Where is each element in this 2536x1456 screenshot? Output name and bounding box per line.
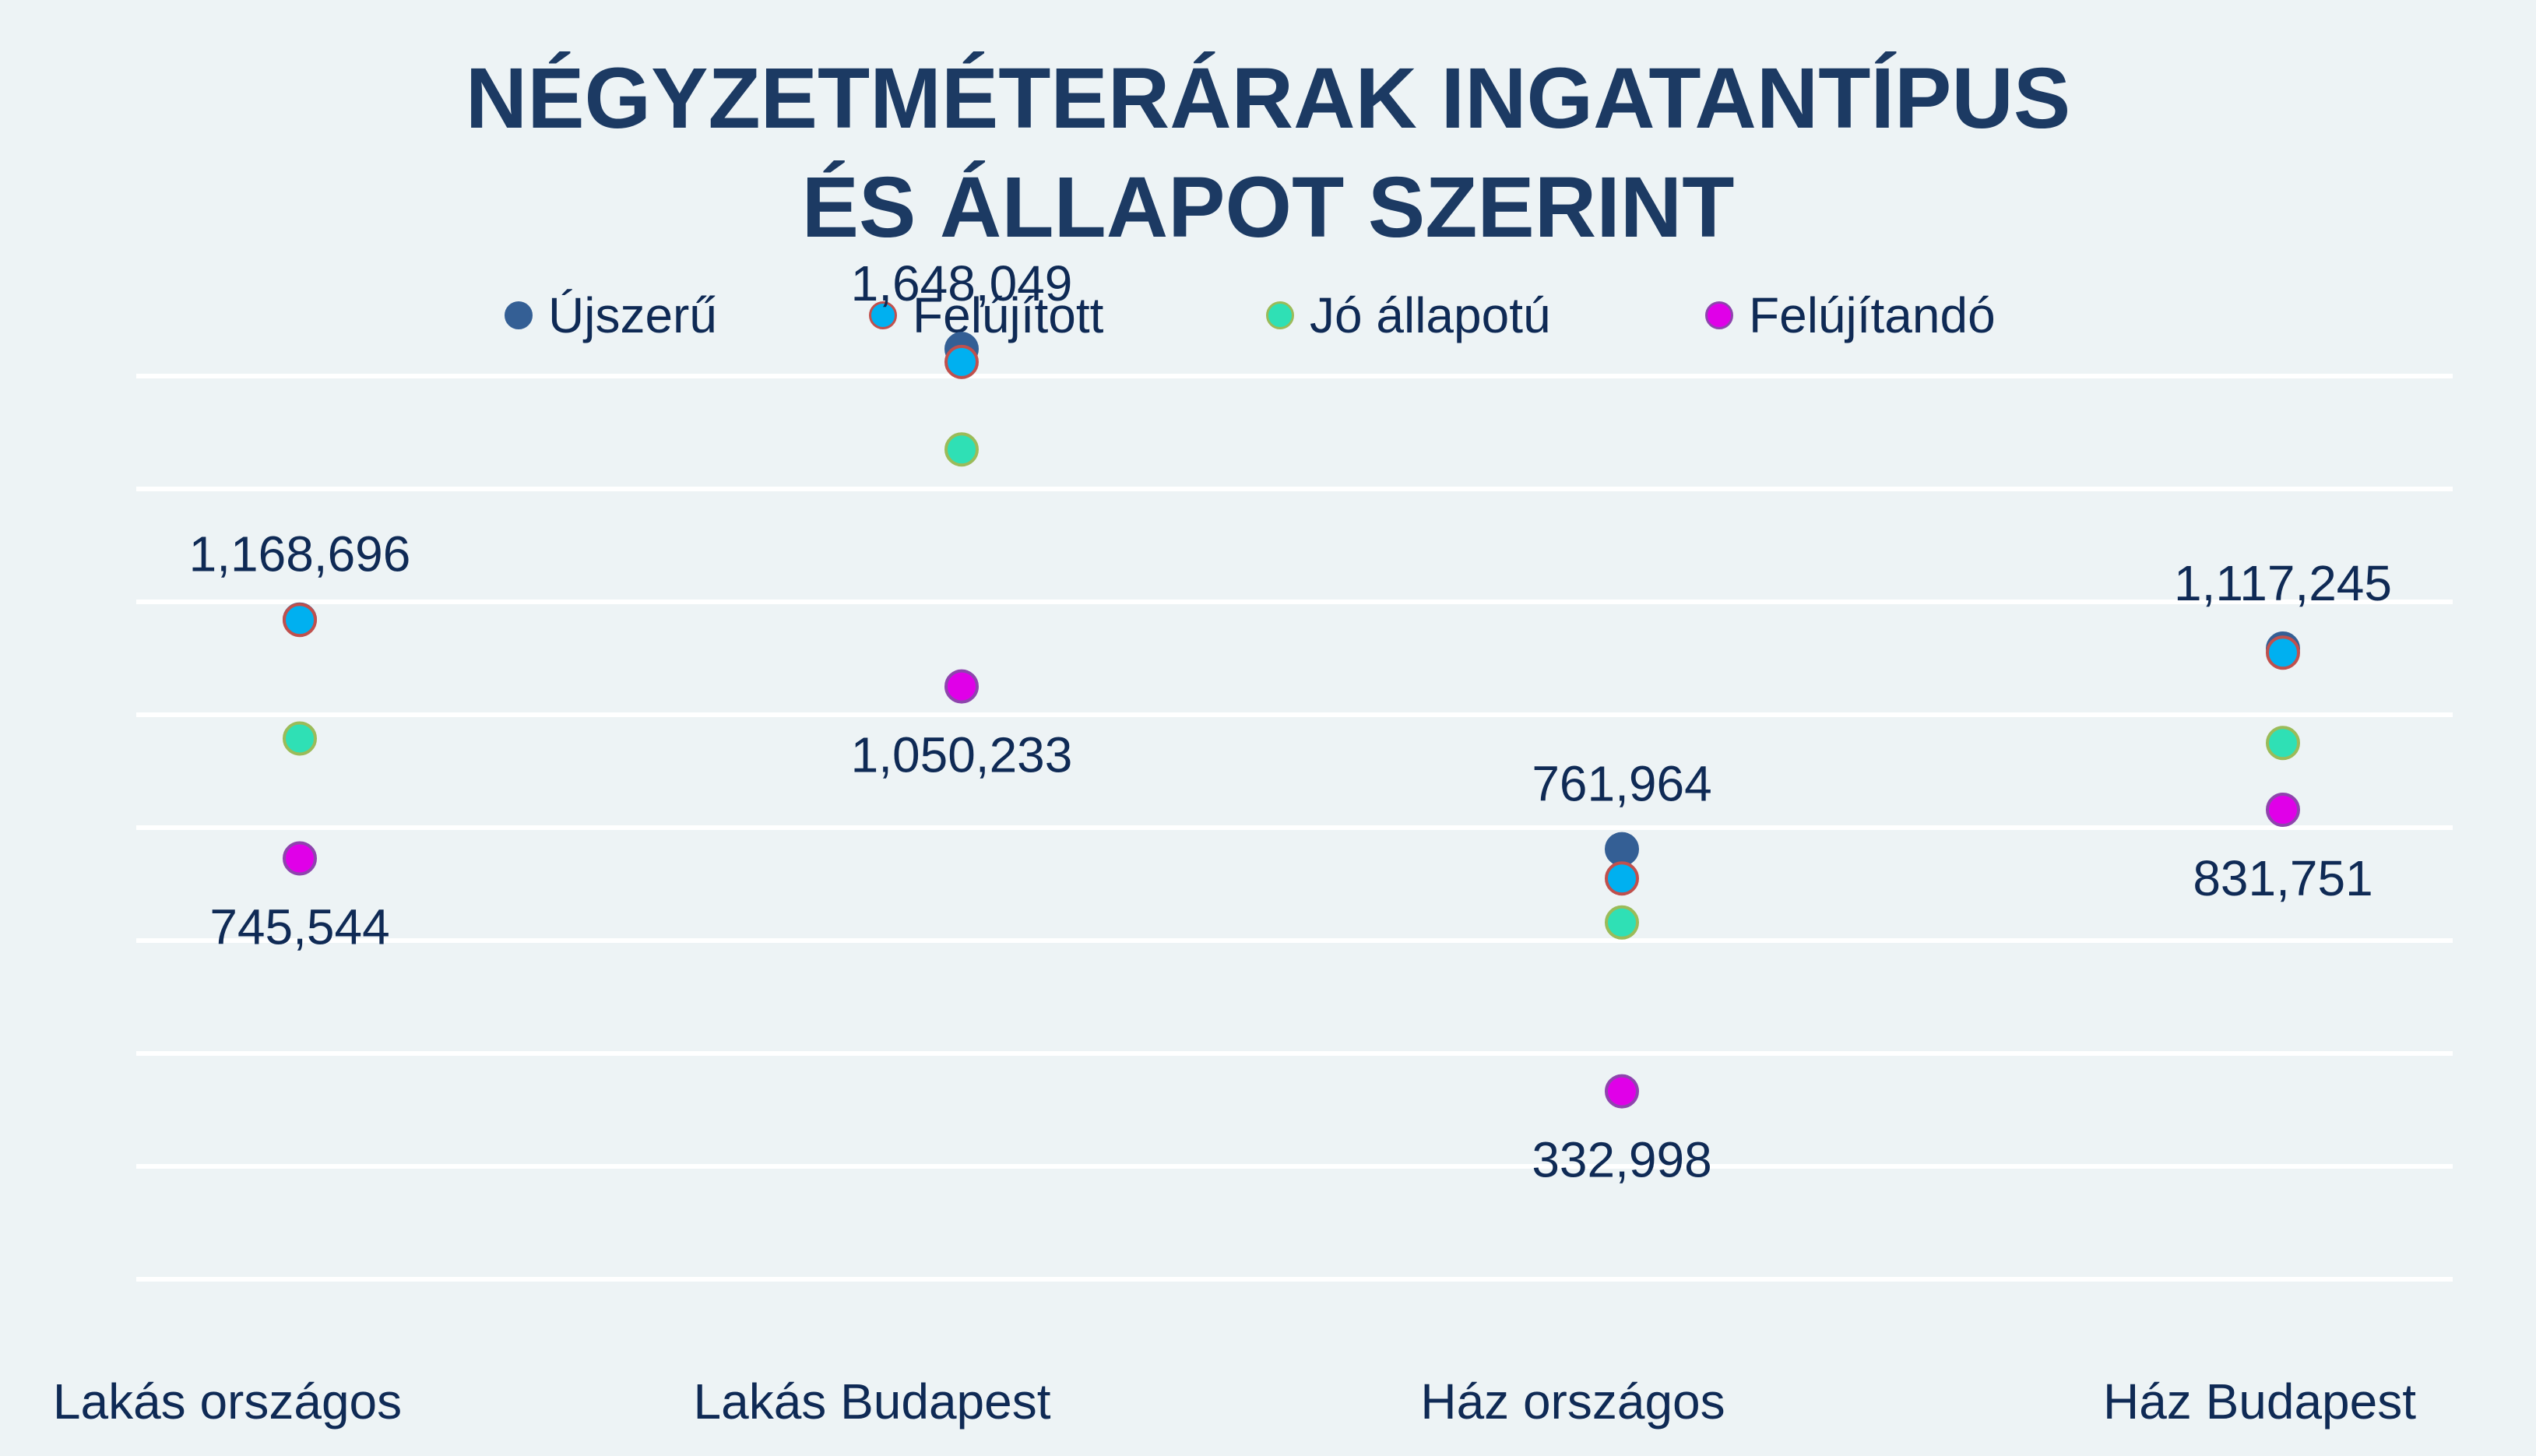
legend-label-jo-allapotu: Jó állapotú <box>1310 287 1551 343</box>
data-label-3: 1,050,233 <box>851 727 1073 783</box>
data-label-7: 831,751 <box>2193 850 2372 906</box>
data-label-1: 745,544 <box>209 899 389 955</box>
point-fel-j-tand--h-z-orsz-gos <box>1605 1074 1639 1109</box>
point-j-llapot--h-z-orsz-gos <box>1605 905 1639 940</box>
point--jszer--h-z-orsz-gos <box>1605 832 1639 867</box>
legend-item-felujitando: Felújítandó <box>1705 287 1996 343</box>
point-fel-j-tott-lak-s-orsz-gos <box>283 603 317 638</box>
point-j-llapot--lak-s-budapest <box>944 432 979 467</box>
x-tick-label-lak-s-orsz-gos: Lakás országos <box>53 1373 402 1430</box>
point-fel-j-tand--lak-s-budapest <box>944 669 979 704</box>
point-j-llapot--h-z-budapest <box>2266 726 2300 761</box>
legend-label-ujszeru: Újszerű <box>548 287 717 343</box>
legend-item-felujitott: Felújított <box>869 287 1104 343</box>
point-fel-j-tand--h-z-budapest <box>2266 792 2300 827</box>
point-j-llapot--lak-s-orsz-gos <box>283 721 317 756</box>
data-label-2: 1,648,049 <box>851 255 1073 311</box>
point-fel-j-tand--lak-s-orsz-gos <box>283 841 317 876</box>
point-fel-j-tott-lak-s-budapest <box>944 344 979 379</box>
chart-title-line-2: ÉS ÁLLAPOT SZERINT <box>801 160 1735 255</box>
legend-marker-jo-allapotu <box>1266 301 1294 329</box>
x-tick-label-h-z-orsz-gos: Ház országos <box>1420 1373 1725 1430</box>
legend-marker-felujitando <box>1705 301 1733 329</box>
legend-marker-ujszeru <box>505 301 533 329</box>
legend-label-felujitando: Felújítandó <box>1749 287 1996 343</box>
x-tick-label-h-z-budapest: Ház Budapest <box>2103 1373 2416 1430</box>
legend-item-ujszeru: Újszerű <box>505 287 717 343</box>
data-label-6: 1,117,245 <box>2174 555 2392 611</box>
point-fel-j-tott-h-z-orsz-gos <box>1605 861 1639 896</box>
data-label-0: 1,168,696 <box>189 526 411 582</box>
chart-title-line-1: NÉGYZETMÉTERÁRAK INGATANTÍPUS <box>465 51 2071 146</box>
data-label-4: 761,964 <box>1532 756 1711 812</box>
legend-item-jo-allapotu: Jó állapotú <box>1266 287 1551 343</box>
x-tick-label-lak-s-budapest: Lakás Budapest <box>694 1373 1051 1430</box>
legend-label-felujitott: Felújított <box>913 287 1104 343</box>
point-fel-j-tott-h-z-budapest <box>2266 635 2300 670</box>
legend-marker-felujitott <box>869 301 897 329</box>
data-label-5: 332,998 <box>1532 1132 1711 1188</box>
